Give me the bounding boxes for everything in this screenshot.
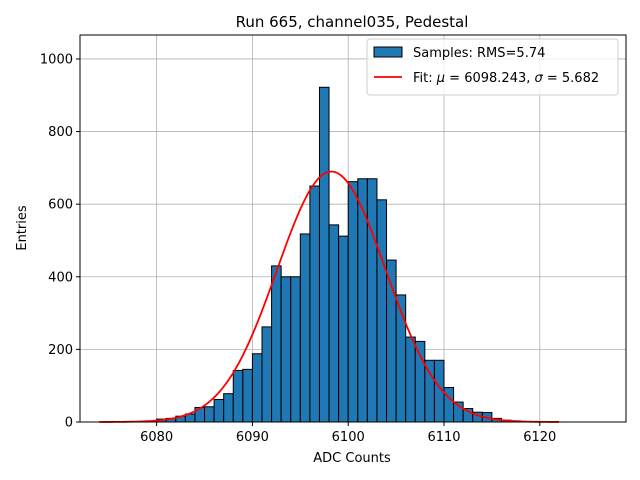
histogram-bar [366,178,378,423]
y-tick-label: 800 [48,125,73,140]
fit-curve [99,170,559,423]
x-tick-label: 6080 [140,430,173,445]
x-tick-label: 6110 [427,430,460,445]
histogram-bar [405,336,416,423]
x-tick-label: 6120 [523,430,556,445]
histogram-bar [280,276,292,423]
legend-swatch-samples [373,46,403,58]
y-axis-label: Entries [15,205,30,251]
legend-label-fit: Fit: μ = 6098.243, σ = 5.682 [413,71,599,86]
histogram-bar [271,265,282,423]
y-tick-label: 0 [65,416,73,431]
histogram-bar [299,233,311,423]
legend: Samples: RMS=5.74 Fit: μ = 6098.243, σ =… [366,38,619,96]
histogram-bar [204,406,215,423]
histogram-bar [328,224,340,423]
histogram-bar [338,235,349,423]
histogram-bar [261,326,273,423]
histogram-bar [318,86,330,423]
histogram-bar [213,398,225,423]
histogram-bar [251,353,263,423]
y-axis-ticks: 0 200 400 600 800 1000 [40,52,80,431]
legend-label-samples: Samples: RMS=5.74 [413,46,545,61]
y-tick-label: 600 [48,198,73,213]
x-tick-label: 6090 [236,430,269,445]
histogram-bar [443,387,455,423]
histogram-bar [424,359,435,423]
y-tick-label: 1000 [40,52,73,67]
histogram-bar [347,181,359,423]
histogram-bar [309,185,320,423]
histogram-bar [376,199,388,423]
legend-box [366,38,619,96]
y-tick-label: 200 [48,343,73,358]
y-tick-label: 400 [48,270,73,285]
x-tick-label: 6100 [332,430,365,445]
x-axis-label: ADC Counts [313,451,391,466]
plot-frame [79,34,627,423]
histogram-bar [242,368,253,423]
chart-title: Run 665, channel035, Pedestal [236,13,469,31]
x-axis-ticks: 6080 6090 6100 6110 6120 [140,422,556,445]
histogram-bar [414,340,426,423]
histogram-bar [290,276,301,423]
histogram-bar [223,393,234,423]
histogram-bar [395,294,407,423]
histogram-bar [232,369,244,423]
